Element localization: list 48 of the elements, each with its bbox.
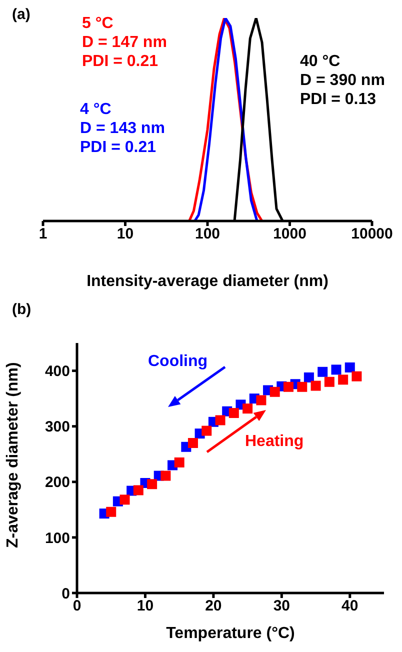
- y-tick-label: 300: [44, 418, 70, 436]
- chart-title: (a): [12, 6, 30, 23]
- y-tick-label: 0: [62, 585, 70, 602]
- point: [106, 506, 116, 517]
- y-tick-label: 400: [44, 363, 70, 380]
- text: Cooling: [148, 353, 208, 370]
- point: [120, 494, 130, 505]
- point: [188, 438, 198, 448]
- x-tick-label: 10000: [351, 226, 393, 243]
- legend-label: Heating: [245, 433, 304, 450]
- point: [133, 485, 144, 496]
- point: [228, 408, 239, 418]
- point: [147, 479, 158, 490]
- x-tick-label: 10: [116, 226, 134, 243]
- x-tick-label: 1000: [273, 226, 306, 243]
- x-tick-label: 0: [72, 598, 82, 615]
- x-tick-label: 40: [342, 598, 358, 615]
- text: 5 °C D = 147 nm PDI = 0.21: [82, 15, 167, 70]
- x-axis-title: Intensity-average diameter (nm): [86, 273, 328, 290]
- x-tick-label: 10: [136, 598, 154, 615]
- point: [297, 382, 308, 392]
- point: [215, 415, 226, 426]
- point: [160, 470, 171, 481]
- point: [344, 362, 355, 372]
- point: [331, 364, 342, 375]
- x-tick-label: 20: [205, 598, 222, 615]
- text: 4 °C D = 143 nm PDI = 0.21: [80, 101, 165, 156]
- y-tick-label: 200: [44, 474, 70, 492]
- point: [304, 372, 314, 382]
- y-tick-label: 100: [44, 530, 70, 547]
- point: [202, 426, 212, 436]
- x-tick-label: 30: [273, 598, 290, 615]
- text: 40 °C D = 390 nm PDI = 0.13: [300, 53, 385, 108]
- y-axis-title: Z-average diameter (nm): [4, 362, 22, 548]
- point: [256, 395, 266, 406]
- point: [270, 386, 280, 397]
- x-axis-title: Temperature (°C): [166, 625, 295, 642]
- point: [352, 371, 362, 382]
- point: [324, 376, 334, 387]
- point: [242, 404, 253, 414]
- point: [174, 457, 184, 468]
- point: [310, 380, 321, 391]
- x-tick-label: 100: [194, 226, 220, 243]
- point: [283, 382, 294, 392]
- point: [338, 374, 348, 385]
- x-tick-label: 1: [38, 226, 48, 243]
- point: [318, 366, 328, 377]
- chart-title: (b): [12, 301, 32, 318]
